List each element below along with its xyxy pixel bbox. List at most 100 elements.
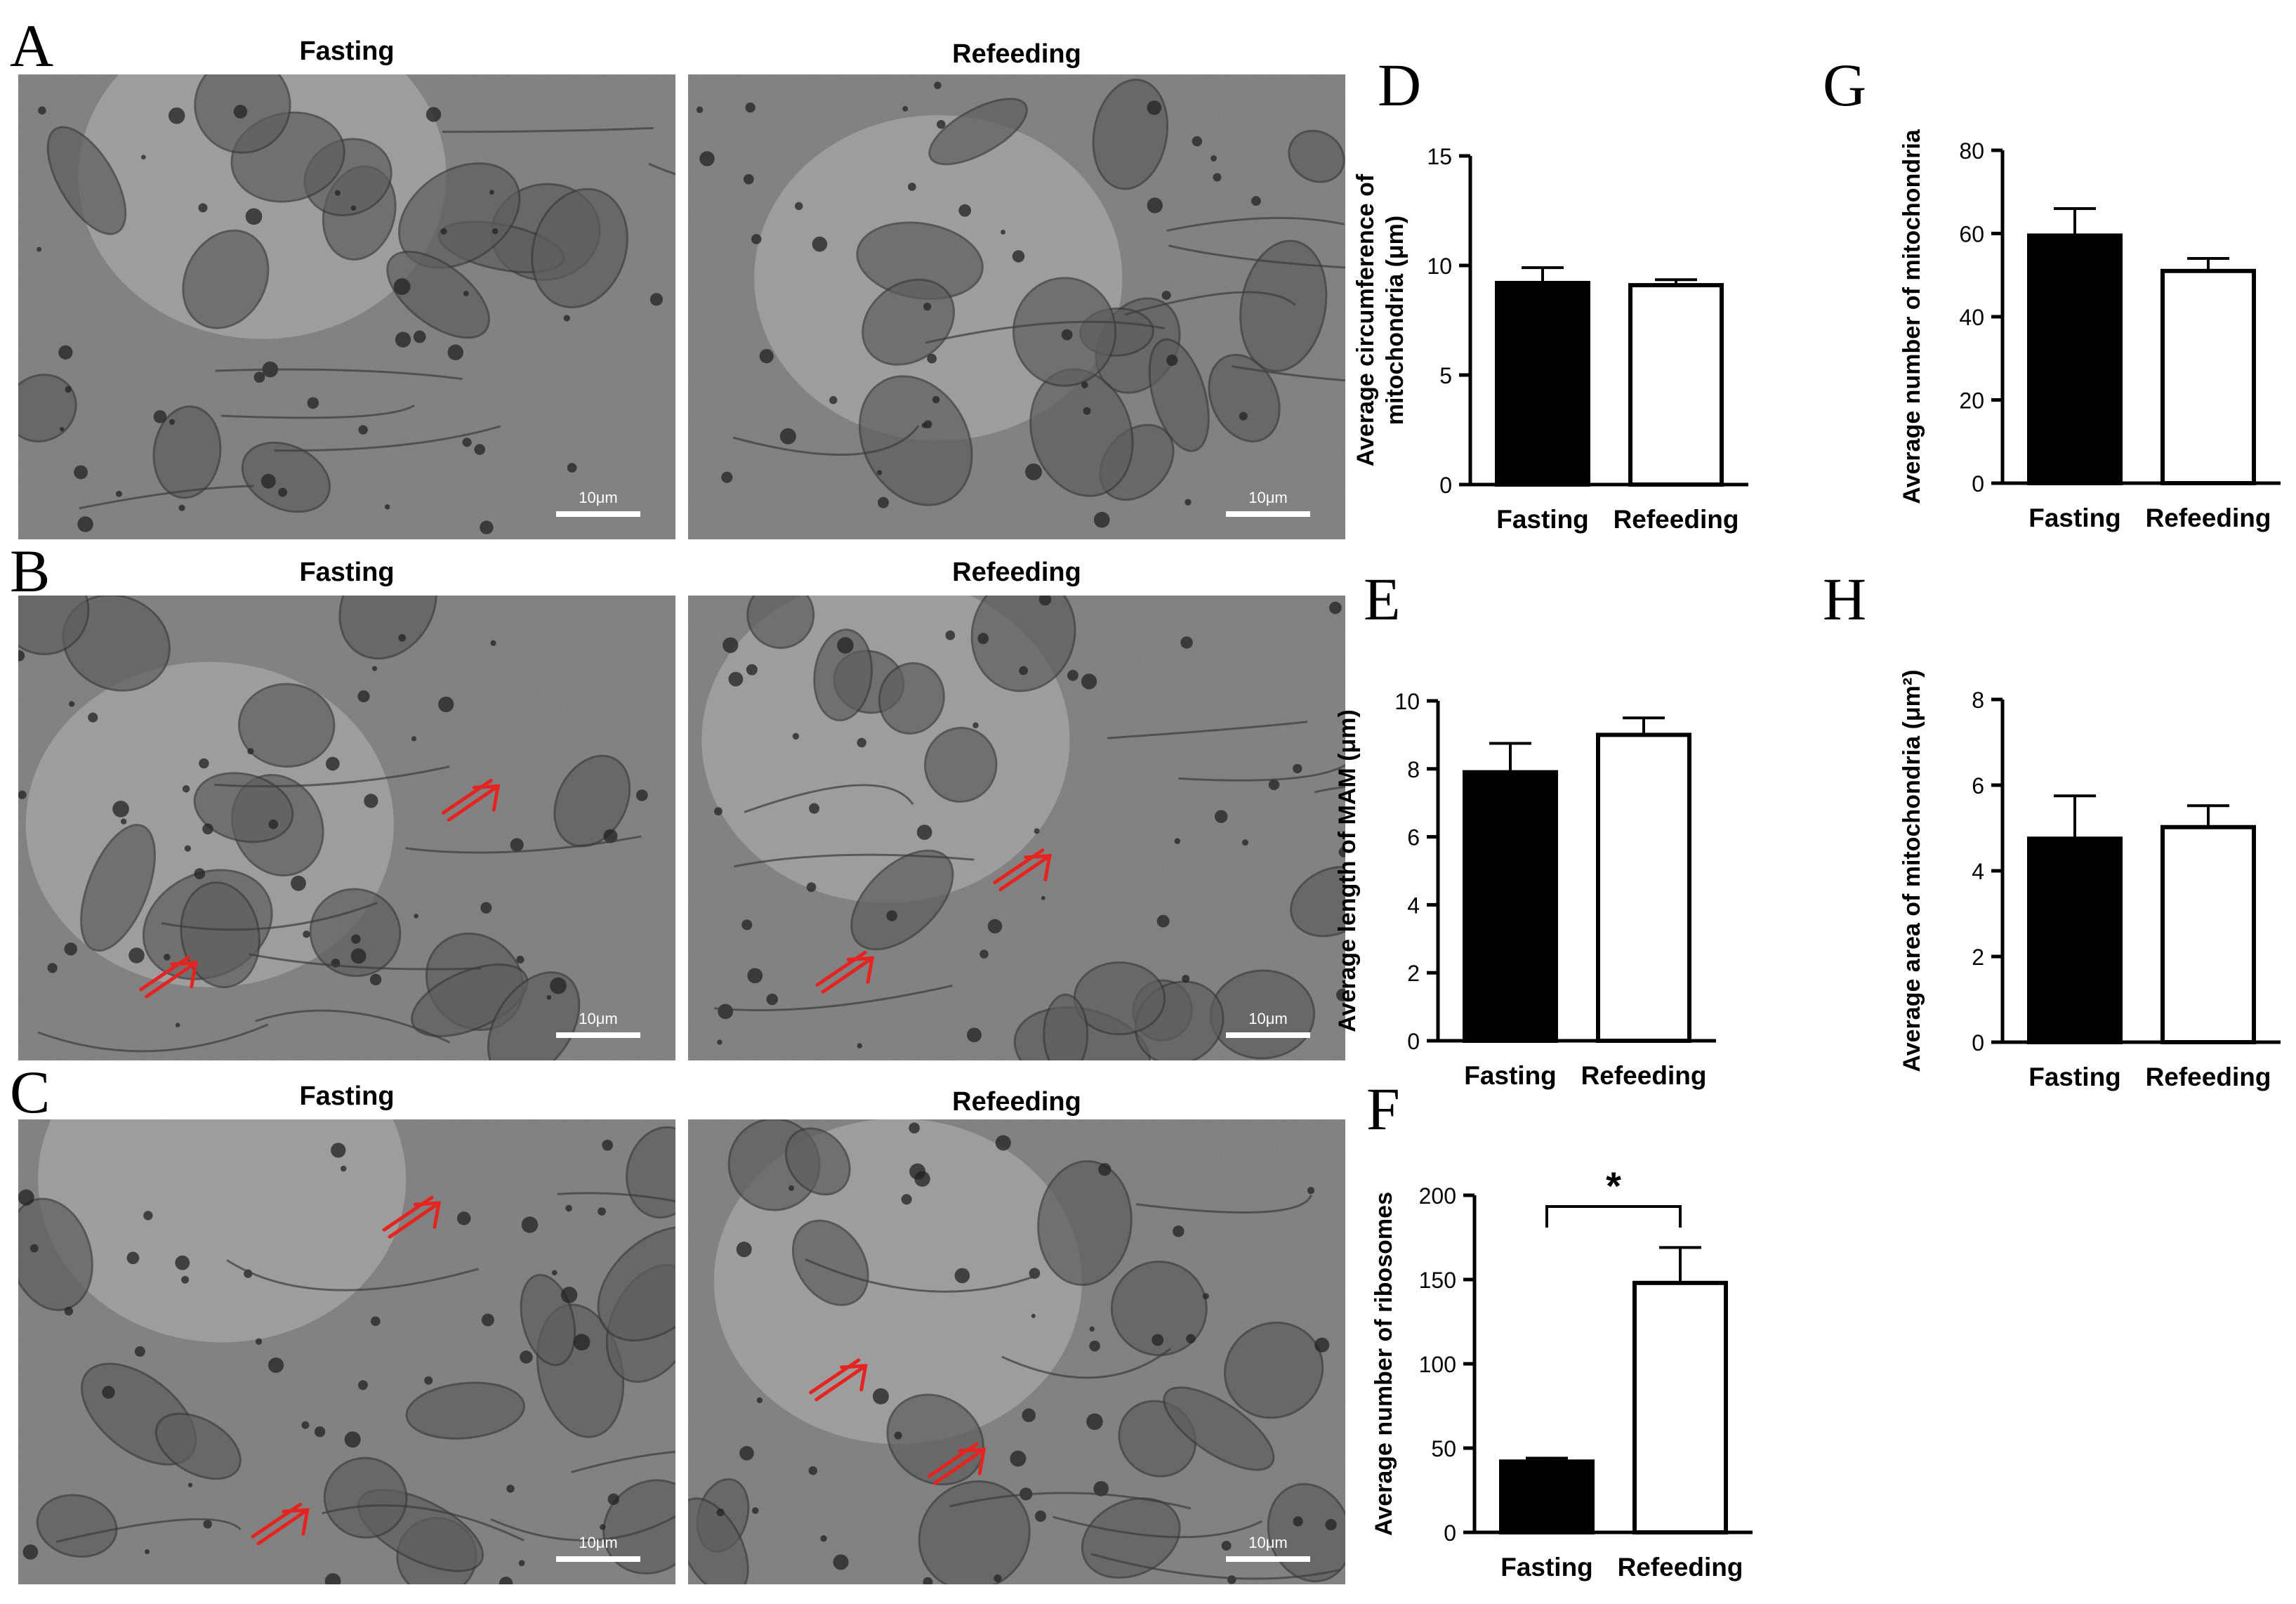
- svg-text:10μm: 10μm: [579, 1010, 617, 1027]
- bar-refeeding: [2160, 268, 2256, 485]
- red-arrow-icon: [251, 1502, 310, 1546]
- chart-h: H 0 2 4 6 8 Fasting Refeeding Average area of mi…: [1823, 565, 2281, 1091]
- chart-e: E 0 2 4 6 8 10 Fasting Refeeding Average length o…: [1334, 565, 1716, 1090]
- micrograph-b-refeeding: 10μm: [688, 596, 1345, 1060]
- bar-refeeding: [1596, 732, 1691, 1044]
- x-tick-label: Fasting: [2028, 1063, 2121, 1091]
- x-tick-label: Refeeding: [2146, 1063, 2271, 1091]
- y-tick-label: 0: [1444, 1520, 1456, 1546]
- scale-bar: 10μm: [556, 1534, 640, 1562]
- scale-bar: 10μm: [556, 489, 640, 517]
- x-tick-label: Refeeding: [1581, 1061, 1707, 1090]
- y-tick-label: 8: [1972, 688, 1984, 713]
- micrograph-b-fasting: 10μm: [18, 596, 675, 1060]
- x-tick-label: Refeeding: [2146, 504, 2271, 532]
- y-tick-label: 5: [1439, 363, 1452, 388]
- bar-refeeding: [2160, 824, 2256, 1045]
- micrograph-c-fasting: 10μm: [18, 1119, 675, 1584]
- y-tick-label: 50: [1431, 1436, 1456, 1461]
- panel-letter-g: G: [1823, 51, 1866, 119]
- panel-letter-h: H: [1823, 565, 1866, 633]
- bar-refeeding: [1632, 1280, 1728, 1535]
- y-tick-label: 2: [1972, 945, 1984, 970]
- micrograph-a-fasting: 10μm: [18, 74, 675, 539]
- micrograph-a-refeeding: 10μm: [688, 74, 1345, 539]
- title-a-refeeding: Refeeding: [952, 39, 1081, 69]
- y-axis-label: Average number of ribosomes: [1371, 1192, 1397, 1536]
- y-tick-label: 15: [1427, 144, 1452, 169]
- svg-text:10μm: 10μm: [1248, 1010, 1287, 1027]
- title-b-refeeding: Refeeding: [952, 558, 1081, 587]
- scale-bar: 10μm: [1226, 489, 1310, 517]
- red-arrow-icon: [809, 1358, 868, 1402]
- micrograph-texture: 10μm: [688, 596, 1345, 1060]
- red-arrow-icon: [382, 1195, 442, 1239]
- significance-bracket: [1545, 1205, 1682, 1228]
- svg-text:10μm: 10μm: [579, 1534, 617, 1551]
- title-c-refeeding: Refeeding: [952, 1087, 1081, 1117]
- panel-letter-b: B: [10, 537, 51, 605]
- panel-letter-f: F: [1366, 1075, 1400, 1143]
- y-axis-label: Average length of MAM (μm): [1334, 709, 1361, 1032]
- x-tick-label: Refeeding: [1614, 505, 1739, 534]
- y-tick-label: 0: [1407, 1029, 1420, 1054]
- title-c-fasting: Fasting: [299, 1082, 395, 1111]
- x-tick-label: Refeeding: [1618, 1553, 1743, 1582]
- title-a-fasting: Fasting: [299, 37, 395, 66]
- y-tick-label: 0: [1972, 471, 1984, 497]
- bar-refeeding: [1628, 283, 1724, 487]
- y-tick-label: 6: [1407, 825, 1420, 850]
- micrograph-c-refeeding: 10μm: [688, 1119, 1345, 1584]
- red-arrow-icon: [993, 848, 1052, 892]
- red-arrow-icon: [139, 955, 198, 999]
- y-tick-label: 6: [1972, 773, 1984, 798]
- bar-fasting: [1463, 770, 1558, 1043]
- red-arrow-icon: [927, 1442, 987, 1485]
- y-axis-label: Average area of mitochondria (μm²): [1899, 669, 1925, 1072]
- micrograph-texture: 10μm: [18, 74, 675, 539]
- x-tick-label: Fasting: [1500, 1553, 1593, 1582]
- y-tick-label: 60: [1959, 222, 1984, 247]
- y-tick-label: 8: [1407, 757, 1420, 782]
- red-arrow-icon: [815, 950, 875, 994]
- micrograph-texture: 10μm: [18, 1119, 675, 1584]
- y-tick-label: 10: [1427, 254, 1452, 279]
- scale-bar: 10μm: [1226, 1534, 1310, 1562]
- y-tick-label: 0: [1972, 1030, 1984, 1056]
- y-axis-label: Average circumference of mitochondria (μm…: [1352, 173, 1408, 466]
- svg-text:10μm: 10μm: [579, 489, 617, 506]
- micrograph-texture: 10μm: [688, 74, 1345, 539]
- x-tick-label: Fasting: [2028, 504, 2121, 532]
- chart-g: G 0 20 40 60 80 Fasting Refeeding Average number…: [1823, 51, 2281, 532]
- svg-text:10μm: 10μm: [1248, 489, 1287, 506]
- red-arrow-icon: [441, 778, 501, 822]
- panel-letter-c: C: [10, 1058, 51, 1126]
- x-tick-label: Fasting: [1496, 505, 1589, 534]
- y-tick-label: 150: [1419, 1268, 1456, 1293]
- y-tick-label: 4: [1407, 893, 1420, 918]
- chart-f: F 0 50 100 150 200 Fasting Refeeding Average num…: [1366, 1075, 1753, 1582]
- bar-fasting: [1495, 280, 1590, 487]
- y-tick-label: 10: [1394, 689, 1420, 714]
- micrograph-texture: 10μm: [688, 1119, 1345, 1584]
- significance-star: *: [1606, 1164, 1621, 1208]
- panel-letter-a: A: [10, 12, 54, 79]
- y-tick-label: 0: [1439, 473, 1452, 498]
- y-tick-label: 100: [1419, 1352, 1456, 1377]
- y-tick-label: 4: [1972, 859, 1984, 884]
- chart-d: D 0 5 10 15 Fasting Refeeding Average circumfer…: [1352, 51, 1748, 534]
- y-tick-label: 40: [1959, 305, 1984, 330]
- x-tick-label: Fasting: [1464, 1061, 1557, 1090]
- y-tick-label: 80: [1959, 138, 1984, 164]
- panel-letter-e: E: [1364, 565, 1401, 633]
- panel-letter-d: D: [1378, 51, 1421, 119]
- scale-bar: 10μm: [1226, 1010, 1310, 1038]
- y-tick-label: 2: [1407, 961, 1420, 986]
- y-tick-label: 200: [1419, 1183, 1456, 1209]
- title-b-fasting: Fasting: [299, 558, 395, 587]
- scale-bar: 10μm: [556, 1010, 640, 1038]
- svg-text:10μm: 10μm: [1248, 1534, 1287, 1551]
- micrograph-texture: 10μm: [18, 596, 675, 1060]
- y-tick-label: 20: [1959, 388, 1984, 414]
